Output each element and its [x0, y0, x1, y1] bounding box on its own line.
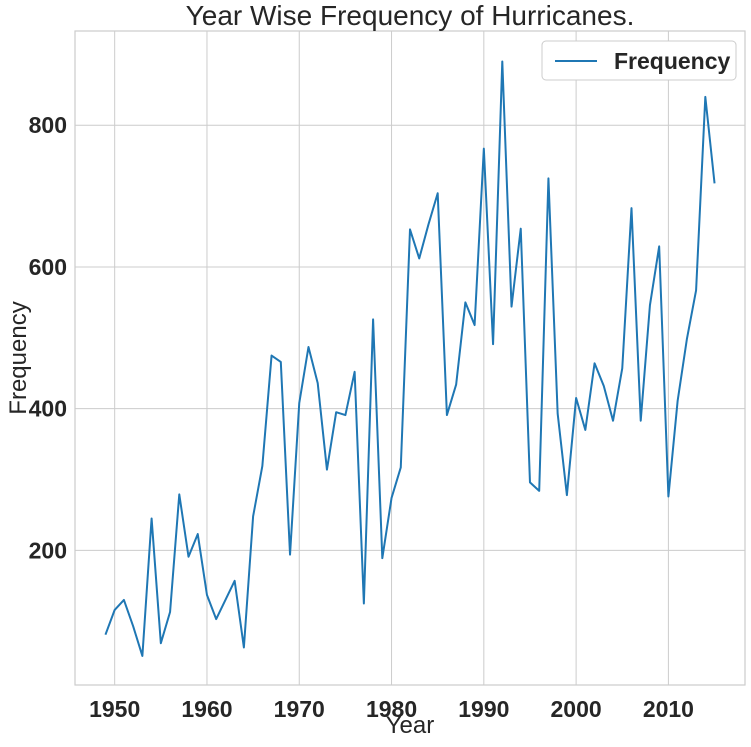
x-tick-label-1990: 1990	[458, 696, 509, 722]
x-tick-label-1980: 1980	[366, 696, 417, 722]
series-line-frequency	[104, 60, 716, 657]
x-tick-label-2000: 2000	[551, 696, 602, 722]
x-tick-label-1960: 1960	[181, 696, 232, 722]
x-axis-label: Year	[386, 712, 435, 739]
chart-title: Year Wise Frequency of Hurricanes.	[186, 0, 635, 31]
legend-box	[541, 40, 737, 81]
plot-frame	[74, 30, 746, 686]
x-tick-label-2010: 2010	[643, 696, 694, 722]
y-tick-label-800: 800	[29, 112, 67, 138]
legend-label-frequency: Frequency	[614, 48, 731, 74]
x-tick-label-1950: 1950	[89, 696, 140, 722]
y-tick-label-600: 600	[29, 254, 67, 280]
legend: Frequency	[541, 40, 737, 81]
y-tick-label-200: 200	[29, 537, 67, 563]
y-tick-label-400: 400	[29, 396, 67, 422]
series-lines	[104, 60, 716, 657]
y-axis-label: Frequency	[5, 301, 32, 414]
tick-labels: 1950 1960 1970 1980 1990 2000 2010 200 400 600 800	[29, 112, 694, 722]
x-tick-label-1970: 1970	[274, 696, 325, 722]
